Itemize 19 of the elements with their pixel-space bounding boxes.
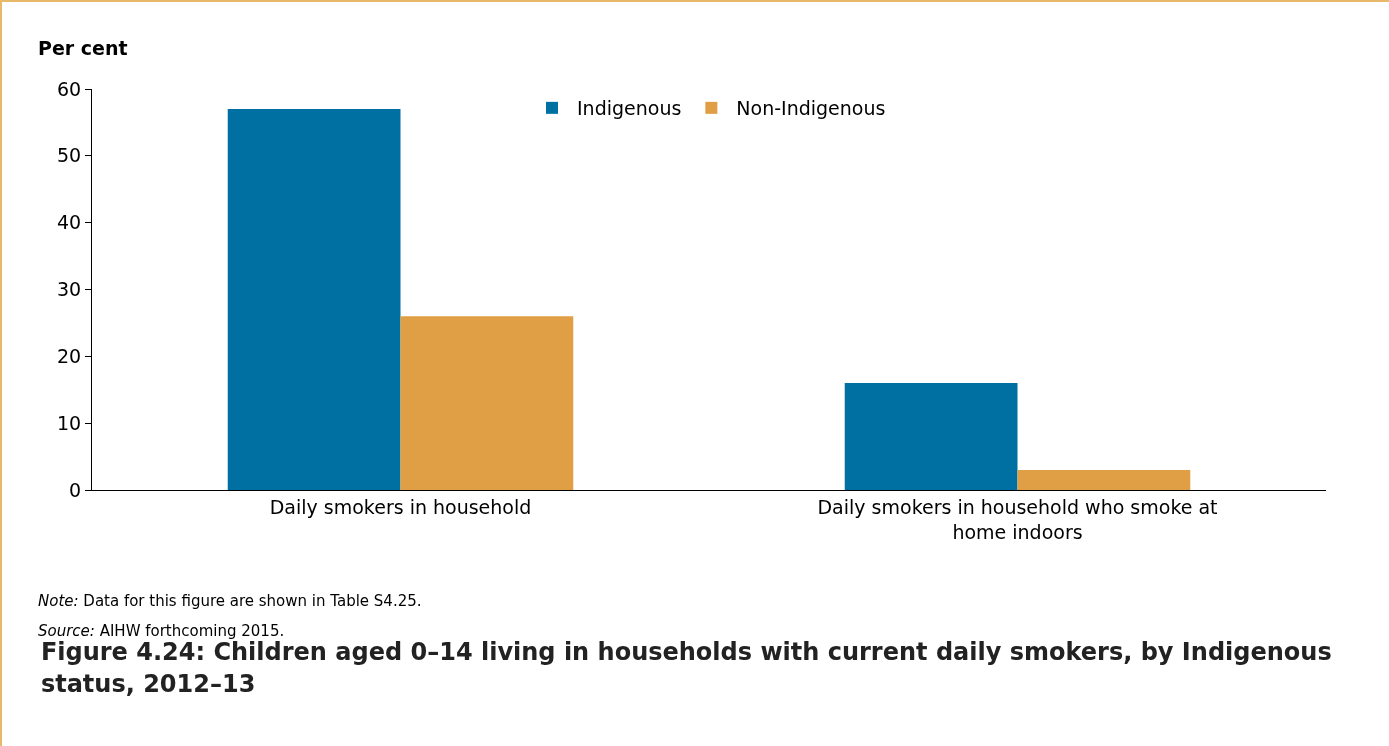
y-tick-label: 0 (69, 478, 82, 501)
y-tick-label: 10 (57, 411, 82, 434)
legend-label: Non-Indigenous (736, 97, 886, 120)
text: Note: Data for this figure are shown in Table S4.25. (38, 592, 422, 610)
x-tick-label: Daily smokers in household who smoke at home indoors (817, 495, 1218, 543)
legend-label: Indigenous (577, 97, 682, 120)
x-tick-label: Daily smokers in household (269, 495, 532, 518)
source-note: Source: AIHW forthcoming 2015. (38, 622, 285, 640)
bar (844, 383, 1018, 490)
y-tick-label: 30 (57, 278, 82, 301)
text: Figure 4.24: Children aged 0–14 living in households with current daily smokers, by Indigenous status, 2012–13 (40, 638, 1332, 698)
y-tick-label: 20 (57, 344, 82, 367)
y-tick-label: 40 (57, 211, 82, 234)
bar (400, 316, 574, 490)
bar (1017, 469, 1191, 490)
bar (227, 109, 401, 490)
y-tick-label: 50 (57, 144, 82, 167)
y-tick-label: 60 (57, 77, 82, 100)
y-axis-title: Per cent (38, 37, 128, 59)
